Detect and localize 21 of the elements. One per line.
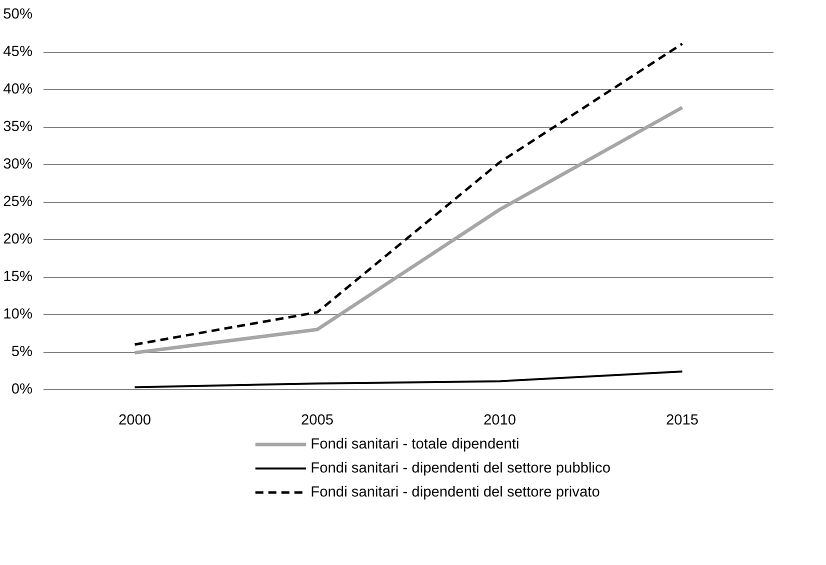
y-tick-label: 40% xyxy=(3,82,33,98)
x-tick-label: 2000 xyxy=(118,412,152,428)
x-tick-label: 2005 xyxy=(300,412,334,428)
line-series xyxy=(133,106,684,354)
y-tick-label: 15% xyxy=(3,269,33,285)
line-series xyxy=(134,42,684,346)
y-tick-label: 25% xyxy=(3,194,33,210)
legend-label: Fondi sanitari - totale dipendenti xyxy=(310,436,520,452)
y-tick-label: 10% xyxy=(3,306,33,322)
y-tick-label: 5% xyxy=(11,344,33,360)
y-tick-label: 45% xyxy=(3,44,33,60)
y-tick-label: 20% xyxy=(3,232,33,248)
y-tick-label: 30% xyxy=(3,156,33,172)
y-tick-label: 35% xyxy=(3,119,33,135)
legend-label: Fondi sanitari - dipendenti del settore pubblico xyxy=(310,460,610,476)
legend-label: Fondi sanitari - dipendenti del settore privato xyxy=(310,484,600,500)
x-tick-label: 2015 xyxy=(666,412,699,428)
y-tick-label: 50% xyxy=(3,6,33,22)
line-series xyxy=(134,370,684,388)
y-tick-label: 0% xyxy=(11,382,33,398)
x-tick-label: 2010 xyxy=(483,412,516,428)
